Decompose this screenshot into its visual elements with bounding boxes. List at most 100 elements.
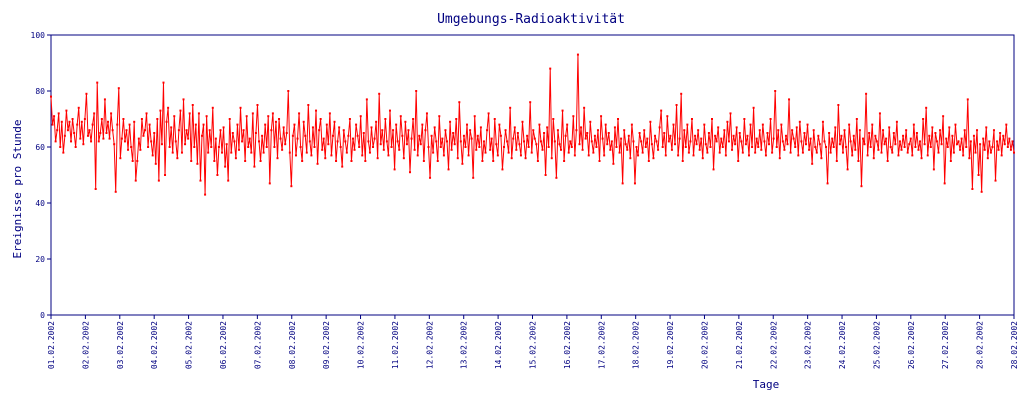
data-point	[331, 134, 334, 137]
data-point	[572, 115, 575, 118]
data-point	[173, 115, 176, 118]
data-point	[318, 129, 321, 132]
data-point	[957, 140, 960, 143]
data-point	[53, 115, 56, 118]
x-tick-label: 08.02.2002	[288, 321, 297, 369]
data-point	[50, 95, 52, 98]
data-point	[375, 120, 378, 123]
data-point	[558, 143, 561, 146]
data-point	[620, 137, 623, 140]
data-point	[254, 132, 257, 134]
data-point	[450, 148, 453, 151]
data-point	[288, 151, 291, 154]
data-point	[544, 174, 547, 176]
x-axis-ticks: 01.02.2002 02.02.2002 03.02.2002 04.02.2002…	[47, 315, 1019, 369]
data-point	[512, 137, 515, 140]
data-point	[567, 151, 570, 154]
data-point	[732, 134, 735, 137]
data-point	[919, 140, 922, 143]
data-point	[643, 129, 646, 132]
data-point	[939, 129, 942, 132]
data-point	[432, 151, 435, 154]
data-point	[903, 146, 906, 148]
data-point	[296, 137, 299, 140]
data-point	[863, 143, 866, 146]
data-point	[538, 123, 541, 126]
data-point	[103, 98, 106, 101]
data-point	[204, 193, 207, 196]
data-point	[763, 140, 766, 143]
data-point	[560, 148, 562, 151]
data-point	[278, 118, 281, 120]
data-point	[806, 123, 809, 126]
data-point	[980, 190, 983, 193]
data-point	[187, 137, 190, 140]
data-point	[245, 115, 248, 118]
data-point	[404, 120, 407, 123]
data-point	[678, 137, 681, 140]
data-point	[150, 140, 153, 143]
x-tick-label: 02.02.2002	[81, 321, 90, 369]
data-point	[755, 137, 758, 140]
data-point	[792, 137, 795, 140]
x-tick-label: 23.02.2002	[804, 321, 813, 369]
data-point	[820, 157, 823, 160]
data-point	[966, 98, 969, 101]
data-point	[610, 140, 613, 143]
data-point	[201, 134, 203, 137]
data-point	[623, 129, 626, 132]
data-point	[333, 120, 336, 123]
data-point	[882, 129, 885, 132]
data-point	[319, 118, 322, 120]
data-point	[392, 129, 395, 132]
data-point	[609, 148, 612, 151]
data-point	[843, 129, 846, 132]
data-point	[951, 134, 954, 137]
data-point	[222, 126, 225, 129]
data-point	[120, 137, 123, 140]
data-point	[259, 160, 262, 162]
data-point	[475, 148, 478, 151]
data-point	[282, 126, 285, 129]
data-point	[174, 140, 177, 143]
data-point	[256, 104, 259, 106]
data-point	[130, 146, 133, 148]
data-point	[316, 162, 319, 165]
data-point	[960, 137, 963, 140]
data-point	[536, 160, 539, 162]
data-point	[977, 174, 980, 176]
data-point	[116, 123, 119, 126]
data-point	[125, 129, 128, 132]
data-point	[1013, 151, 1015, 154]
data-point	[754, 151, 757, 154]
data-point	[991, 146, 994, 148]
y-tick-label: 100	[31, 31, 46, 40]
data-point	[526, 134, 529, 137]
x-tick-label: 15.02.2002	[529, 321, 538, 369]
data-point	[971, 188, 974, 190]
data-point	[321, 148, 324, 151]
x-tick-label: 03.02.2002	[116, 321, 125, 369]
data-point	[267, 115, 270, 118]
data-point	[413, 148, 416, 151]
data-point	[473, 115, 476, 118]
data-point	[128, 123, 131, 126]
data-point	[330, 154, 333, 157]
data-point	[775, 146, 778, 148]
data-point	[122, 118, 125, 120]
data-point	[808, 148, 811, 151]
data-point	[179, 109, 182, 112]
data-point	[274, 120, 277, 123]
data-point	[795, 126, 798, 129]
data-point	[889, 146, 892, 148]
data-point	[968, 157, 971, 160]
data-point	[804, 143, 807, 146]
data-point	[470, 137, 473, 140]
data-point	[677, 154, 680, 157]
data-point	[994, 179, 997, 182]
data-point	[167, 106, 170, 109]
data-point	[906, 151, 909, 154]
data-point	[769, 118, 772, 120]
data-point	[855, 118, 858, 120]
data-point	[626, 148, 629, 151]
